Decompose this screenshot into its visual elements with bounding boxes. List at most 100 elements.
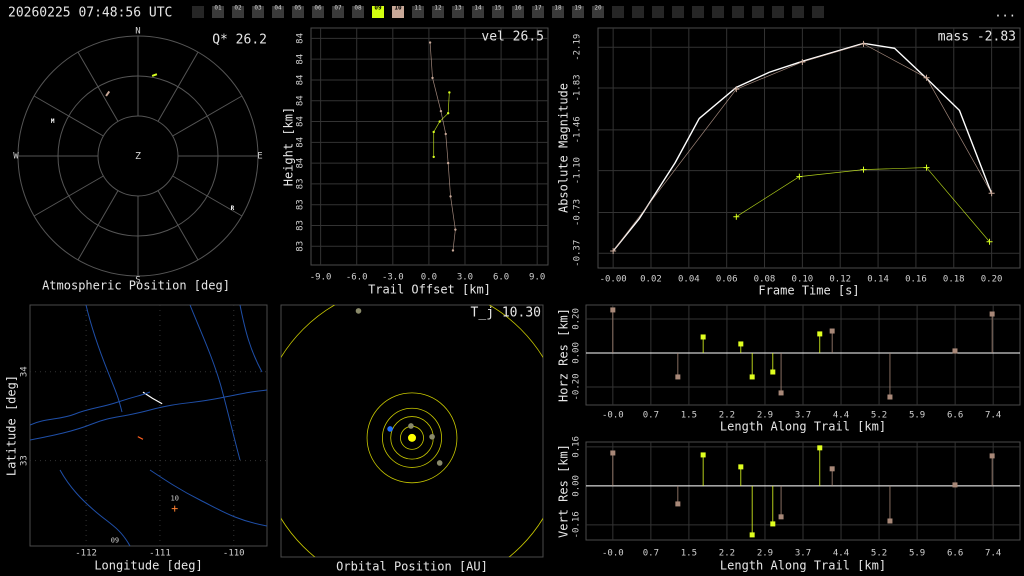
tab-blank xyxy=(612,6,624,18)
tab-blank xyxy=(792,6,804,18)
direction-label: E xyxy=(257,152,262,162)
tab[interactable] xyxy=(592,6,604,18)
tab[interactable] xyxy=(572,6,584,18)
point xyxy=(733,86,740,93)
x-tick-label: -0.0 xyxy=(602,411,624,421)
planet xyxy=(408,423,414,429)
river xyxy=(189,305,241,461)
tab[interactable] xyxy=(272,6,284,18)
x-tick-label: -0.0 xyxy=(602,549,624,559)
x-tick-label: 3.7 xyxy=(795,411,811,421)
tab[interactable] xyxy=(432,6,444,18)
polar-spoke xyxy=(172,95,243,137)
direction-label: N xyxy=(135,27,140,37)
point xyxy=(989,453,995,459)
sun xyxy=(408,433,416,442)
point xyxy=(923,164,930,171)
tab[interactable] xyxy=(472,6,484,18)
point xyxy=(448,91,451,94)
tab-label: 09 xyxy=(374,5,382,12)
tab[interactable] xyxy=(392,6,404,18)
y-tick-label: 84 xyxy=(296,54,306,65)
point xyxy=(770,521,776,527)
plot-frame xyxy=(280,304,544,558)
tab[interactable] xyxy=(372,6,384,18)
point xyxy=(749,532,755,538)
y-tick-label: -0.37 xyxy=(573,240,583,267)
plot-area xyxy=(137,391,178,512)
y-axis-label: Latitude [deg] xyxy=(5,375,19,476)
point xyxy=(829,466,835,472)
x-tick-label: -112 xyxy=(75,549,97,559)
x-tick-label: 0.18 xyxy=(943,275,965,285)
x-tick-label: 6.6 xyxy=(947,549,963,559)
x-tick-label: 6.0 xyxy=(493,273,509,283)
tab-label: 20 xyxy=(594,5,602,12)
tab[interactable] xyxy=(412,6,424,18)
point xyxy=(829,328,835,334)
point xyxy=(675,374,681,380)
tab[interactable] xyxy=(552,6,564,18)
point xyxy=(887,518,893,524)
tab[interactable] xyxy=(232,6,244,18)
x-tick-label: 0.20 xyxy=(981,275,1003,285)
tab[interactable] xyxy=(252,6,264,18)
x-tick-label: 0.12 xyxy=(829,275,851,285)
point xyxy=(733,213,740,220)
annotation: Q* 26.2 xyxy=(212,33,267,48)
tab[interactable] xyxy=(532,6,544,18)
river xyxy=(59,469,131,546)
x-tick-label: 7.4 xyxy=(985,549,1001,559)
x-axis-label: Length Along Trail [km] xyxy=(720,420,886,434)
point xyxy=(952,482,958,488)
x-tick-label: 5.2 xyxy=(871,411,887,421)
y-tick-label: -0.16 xyxy=(572,511,582,538)
tab[interactable] xyxy=(292,6,304,18)
x-tick-label: 0.7 xyxy=(643,411,659,421)
point xyxy=(817,331,823,337)
tab[interactable] xyxy=(332,6,344,18)
x-tick-label: 2.2 xyxy=(719,411,735,421)
point xyxy=(428,41,432,44)
y-tick-label: -0.73 xyxy=(573,199,583,226)
tab[interactable] xyxy=(512,6,524,18)
point xyxy=(438,120,441,123)
annotation: T_j 10.30 xyxy=(471,306,541,321)
x-tick-label: 2.9 xyxy=(757,549,773,559)
point xyxy=(770,369,776,375)
tab-label: 01 xyxy=(214,5,222,12)
point xyxy=(738,341,744,347)
x-tick-label: 3.0 xyxy=(457,273,473,283)
point xyxy=(451,249,455,252)
y-tick-label: 0.16 xyxy=(572,436,582,458)
x-tick-label: 4.4 xyxy=(833,549,849,559)
y-tick-label: 84 xyxy=(296,158,306,169)
y-tick-label: 34 xyxy=(20,366,30,377)
tab[interactable] xyxy=(212,6,224,18)
point xyxy=(952,348,958,354)
point xyxy=(989,311,995,317)
tab[interactable] xyxy=(492,6,504,18)
x-tick-label: 0.7 xyxy=(643,549,659,559)
annotation: mass -2.83 xyxy=(938,30,1016,45)
x-axis-label: Longitude [deg] xyxy=(94,559,202,573)
x-tick-label: 5.2 xyxy=(871,549,887,559)
planet xyxy=(355,308,362,314)
x-tick-label: 0.0 xyxy=(421,273,437,283)
x-tick-label: -9.0 xyxy=(310,273,332,283)
x-tick-label: 0.02 xyxy=(640,275,662,285)
menu[interactable]: ... xyxy=(994,6,1016,20)
polar-spoke xyxy=(33,175,104,217)
y-tick-label: -1.10 xyxy=(573,157,583,184)
river xyxy=(30,391,151,426)
x-tick-label: 3.7 xyxy=(795,549,811,559)
station-point: R xyxy=(231,205,235,212)
tab-label: 08 xyxy=(354,5,362,12)
tab[interactable] xyxy=(352,6,364,18)
point xyxy=(439,109,443,113)
tab[interactable] xyxy=(312,6,324,18)
point xyxy=(446,161,450,165)
tab-label: 07 xyxy=(334,5,342,12)
tab-label: 16 xyxy=(514,5,522,12)
tab[interactable] xyxy=(452,6,464,18)
